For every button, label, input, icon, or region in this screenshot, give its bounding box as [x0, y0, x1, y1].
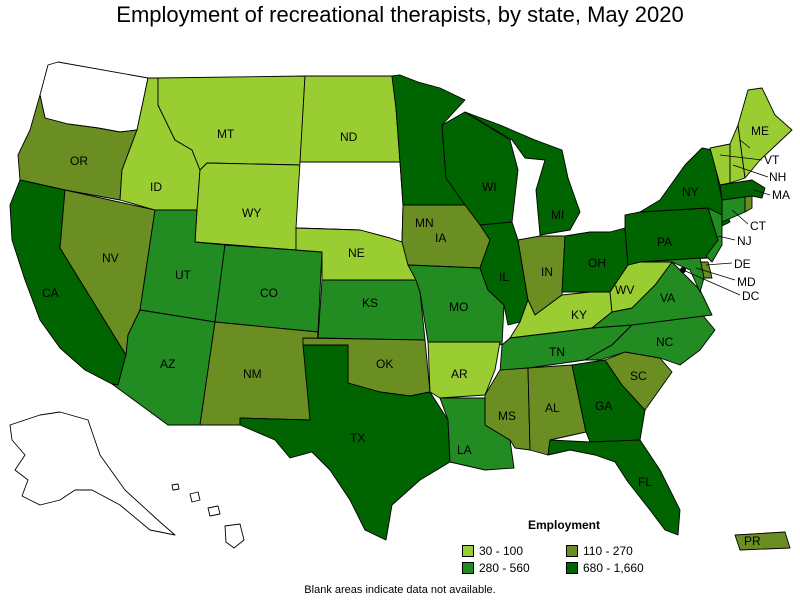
- legend-swatch-icon: [566, 562, 578, 574]
- label-OK: OK: [376, 357, 393, 371]
- label-AZ: AZ: [160, 357, 175, 371]
- label-TX: TX: [350, 431, 365, 445]
- label-AL: AL: [545, 401, 560, 415]
- legend-title: Employment: [527, 518, 600, 532]
- label-NJ: NJ: [737, 234, 752, 248]
- state-AK[interactable]: [9, 411, 176, 536]
- legend-item: 280 - 560: [462, 561, 566, 575]
- state-WI[interactable]: [441, 111, 519, 226]
- label-CA: CA: [42, 286, 59, 300]
- state-MA[interactable]: [719, 179, 766, 201]
- state-RI[interactable]: [744, 195, 753, 213]
- label-VT: VT: [764, 153, 780, 167]
- legend-label: 110 - 270: [583, 544, 633, 558]
- legend-item: 30 - 100: [462, 544, 566, 558]
- label-NY: NY: [682, 185, 699, 199]
- label-PR: PR: [744, 534, 761, 548]
- state-ME[interactable]: [737, 87, 793, 179]
- label-OR: OR: [70, 154, 88, 168]
- state-IL[interactable]: [479, 221, 529, 326]
- legend-swatch-icon: [462, 545, 474, 557]
- label-IL: IL: [499, 270, 509, 284]
- label-DE: DE: [734, 257, 751, 271]
- label-WV: WV: [615, 283, 634, 297]
- label-ME: ME: [751, 124, 769, 138]
- label-WY: WY: [242, 206, 261, 220]
- label-MN: MN: [415, 216, 434, 230]
- label-FL: FL: [638, 475, 652, 489]
- label-AR: AR: [451, 367, 468, 381]
- label-NC: NC: [656, 335, 674, 349]
- legend-swatch-icon: [462, 562, 474, 574]
- state-MD[interactable]: [639, 257, 705, 293]
- callout-lines: [682, 139, 771, 296]
- label-WI: WI: [482, 180, 497, 194]
- label-OH: OH: [588, 256, 606, 270]
- legend: Employment 30 - 100 110 - 270 280 - 560 …: [462, 518, 652, 575]
- label-MO: MO: [449, 300, 468, 314]
- label-KS: KS: [362, 296, 378, 310]
- map-title: Employment of recreational therapists, b…: [116, 2, 684, 27]
- label-KY: KY: [571, 308, 587, 322]
- label-NV: NV: [102, 251, 119, 265]
- label-MA: MA: [772, 188, 790, 202]
- label-NM: NM: [243, 367, 262, 381]
- state-HI[interactable]: [171, 483, 245, 549]
- legend-item: 680 - 1,660: [566, 561, 656, 575]
- label-VA: VA: [660, 291, 675, 305]
- state-MI[interactable]: [464, 111, 581, 236]
- label-MI: MI: [551, 208, 564, 222]
- label-CT: CT: [750, 219, 767, 233]
- legend-label: 30 - 100: [479, 544, 524, 558]
- label-TN: TN: [549, 345, 565, 359]
- label-UT: UT: [175, 268, 192, 282]
- label-ID: ID: [150, 180, 162, 194]
- state-CO[interactable]: [214, 244, 323, 333]
- legend-label: 280 - 560: [479, 561, 530, 575]
- label-CO: CO: [260, 286, 278, 300]
- label-SC: SC: [630, 369, 647, 383]
- state-PR[interactable]: [734, 531, 791, 551]
- label-DC: DC: [742, 289, 760, 303]
- state-TX[interactable]: [239, 344, 451, 541]
- legend-swatch-icon: [566, 545, 578, 557]
- label-GA: GA: [595, 399, 612, 413]
- footnote: Blank areas indicate data not available.: [304, 584, 496, 596]
- state-KS[interactable]: [317, 279, 426, 341]
- state-ND[interactable]: [299, 75, 401, 163]
- label-MD: MD: [737, 275, 756, 289]
- label-MS: MS: [498, 409, 516, 423]
- legend-item: 110 - 270: [566, 544, 656, 558]
- label-IN: IN: [541, 265, 553, 279]
- label-ND: ND: [340, 130, 358, 144]
- label-NE: NE: [348, 246, 365, 260]
- label-PA: PA: [657, 235, 672, 249]
- label-LA: LA: [457, 443, 472, 457]
- label-MT: MT: [217, 127, 235, 141]
- label-IA: IA: [435, 231, 446, 245]
- legend-label: 680 - 1,660: [583, 561, 644, 575]
- state-FL[interactable]: [547, 439, 681, 536]
- label-NH: NH: [769, 170, 786, 184]
